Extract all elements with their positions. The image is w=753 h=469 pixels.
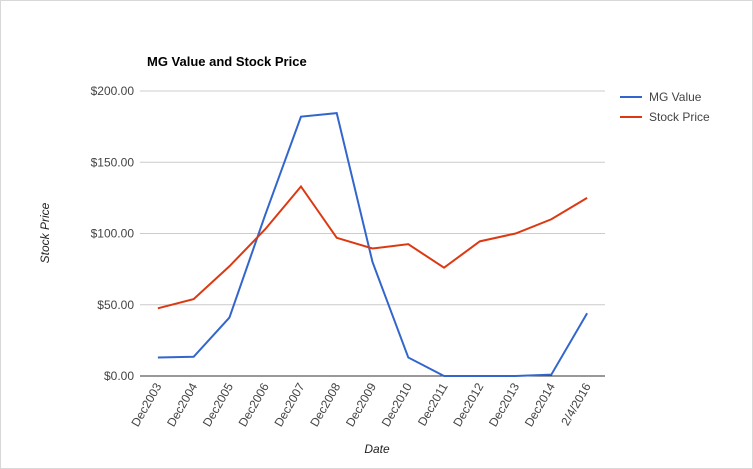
- x-axis-title: Date: [364, 442, 390, 456]
- series-line: [157, 112, 588, 377]
- y-tick-label: $50.00: [97, 298, 134, 312]
- y-tick-label: $150.00: [91, 155, 135, 169]
- y-tick-label: $200.00: [91, 84, 135, 98]
- legend-label: Stock Price: [649, 110, 710, 124]
- y-tick-label: $100.00: [91, 227, 135, 241]
- y-tick-label: $0.00: [104, 369, 134, 383]
- legend-label: MG Value: [649, 90, 702, 104]
- y-axis-title: Stock Price: [38, 202, 52, 263]
- chart-title: MG Value and Stock Price: [147, 54, 307, 69]
- series-line: [157, 184, 588, 310]
